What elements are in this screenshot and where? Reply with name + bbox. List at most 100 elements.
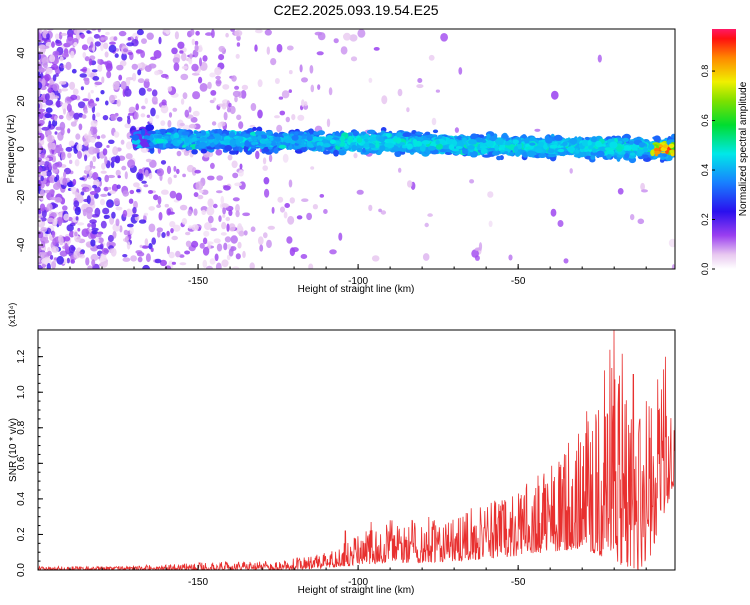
noise-mark [188, 123, 197, 129]
noise-mark [38, 166, 43, 174]
y-tick-label: 40 [16, 47, 27, 59]
noise-mark [210, 90, 217, 96]
noise-mark [102, 207, 110, 215]
x-tick-label: -150 [188, 577, 208, 588]
noise-mark [62, 205, 68, 211]
band-mark [215, 134, 222, 141]
noise-mark [454, 127, 459, 133]
noise-mark [310, 84, 315, 93]
band-mark [295, 139, 303, 144]
noise-mark [58, 115, 64, 120]
noise-mark [55, 33, 60, 40]
noise-mark [95, 234, 102, 238]
noise-mark [617, 188, 624, 195]
noise-mark [91, 259, 96, 267]
band-mark [306, 135, 313, 142]
noise-mark [236, 114, 242, 121]
band-mark [347, 135, 354, 143]
noise-mark [79, 34, 86, 39]
band-mark [217, 128, 223, 135]
noise-mark [133, 200, 138, 209]
noise-mark [140, 50, 146, 58]
noise-mark [47, 141, 54, 149]
noise-mark [82, 52, 87, 59]
noise-mark [154, 70, 160, 76]
noise-mark [38, 61, 43, 70]
band-mark [164, 135, 169, 140]
noise-mark [132, 32, 140, 39]
band-mark [584, 136, 590, 141]
y-tick-label: 0.8 [16, 420, 27, 434]
band-mark [165, 142, 171, 148]
noise-mark [145, 158, 152, 163]
noise-mark [38, 108, 46, 113]
noise-mark [38, 97, 45, 102]
noise-mark [240, 90, 247, 99]
noise-mark [141, 180, 147, 184]
band-mark [239, 142, 246, 147]
noise-mark [285, 116, 290, 123]
noise-mark [234, 30, 243, 37]
noise-mark [88, 58, 93, 66]
band-mark [255, 131, 263, 136]
noise-mark [171, 261, 176, 265]
noise-mark [127, 52, 133, 56]
x-tick-label: -150 [188, 276, 208, 287]
noise-mark [137, 63, 143, 69]
band-mark [574, 149, 580, 154]
noise-mark [79, 73, 88, 78]
noise-mark [100, 37, 105, 41]
noise-mark [671, 264, 675, 269]
noise-mark [126, 42, 134, 47]
band-mark [448, 144, 455, 151]
noise-mark [199, 57, 202, 67]
band-mark [383, 136, 388, 140]
noise-mark [194, 44, 199, 52]
band-mark [629, 140, 634, 145]
noise-mark [218, 54, 225, 61]
band-mark [352, 131, 359, 137]
noise-mark [301, 77, 308, 83]
noise-mark [173, 165, 177, 172]
noise-mark [89, 103, 97, 107]
noise-mark [274, 78, 280, 84]
band-mark [322, 150, 331, 155]
noise-mark [185, 231, 191, 236]
band-mark [660, 156, 666, 160]
noise-mark [557, 220, 564, 227]
band-mark [356, 137, 363, 143]
band-mark [435, 139, 440, 145]
band-mark [198, 137, 208, 142]
noise-mark [100, 193, 108, 197]
noise-mark [381, 95, 388, 105]
noise-mark [101, 76, 105, 84]
noise-mark [109, 190, 116, 194]
noise-mark [259, 244, 264, 252]
noise-mark [180, 98, 185, 105]
noise-mark [97, 58, 101, 64]
x-tick-label: -100 [348, 577, 368, 588]
band-mark [421, 140, 431, 145]
noise-mark [242, 250, 246, 259]
noise-mark [184, 250, 191, 255]
noise-mark [135, 103, 139, 111]
noise-mark [255, 150, 260, 160]
band-mark [654, 150, 661, 155]
noise-mark [100, 90, 105, 95]
noise-mark [209, 99, 215, 104]
band-mark [156, 139, 164, 144]
band-mark [196, 132, 202, 137]
band-mark [147, 130, 156, 135]
noise-mark [92, 113, 96, 122]
noise-mark [54, 176, 58, 183]
noise-mark [62, 52, 69, 58]
noise-mark [228, 223, 236, 232]
noise-mark [133, 111, 139, 120]
band-mark [557, 148, 565, 153]
noise-mark [630, 214, 635, 221]
noise-mark [44, 74, 51, 81]
noise-mark [148, 172, 153, 180]
noise-mark [191, 167, 197, 176]
band-mark [462, 149, 469, 155]
noise-mark [314, 31, 323, 36]
